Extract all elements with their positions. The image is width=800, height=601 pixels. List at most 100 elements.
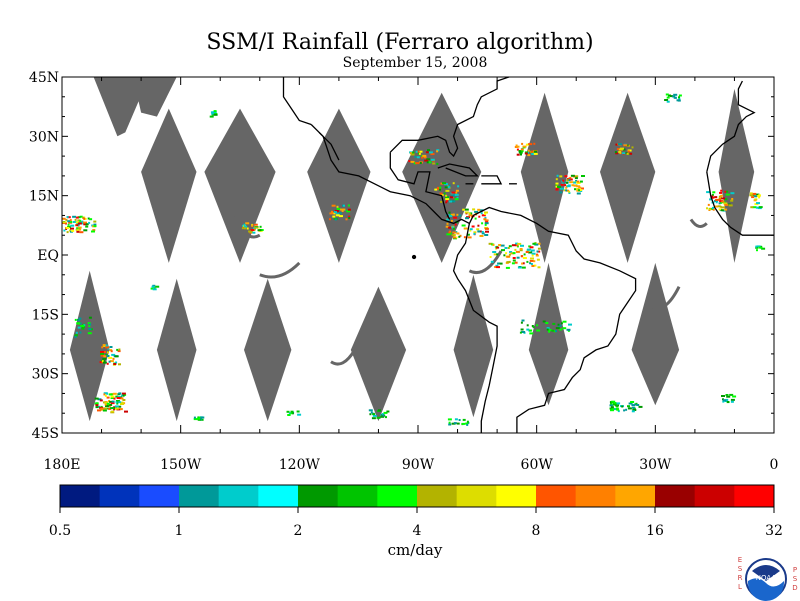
colorbar-swatch xyxy=(218,485,259,507)
rain-pixel xyxy=(728,204,733,207)
rain-pixel xyxy=(522,257,527,259)
rain-pixel xyxy=(537,242,541,245)
rain-pixel xyxy=(385,416,387,419)
rain-pixel xyxy=(112,392,117,395)
rain-pixel xyxy=(581,175,585,177)
rain-pixel xyxy=(445,189,450,192)
colorbar-swatch xyxy=(575,485,616,507)
rain-pixel xyxy=(106,402,110,405)
rain-pixel xyxy=(454,223,457,226)
rain-pixel xyxy=(118,405,122,408)
rain-pixel xyxy=(253,223,258,226)
coastline xyxy=(437,163,479,177)
rain-pixel xyxy=(421,155,423,158)
rain-pixel xyxy=(725,193,730,196)
rain-pixel xyxy=(87,217,90,220)
rain-pixel xyxy=(113,408,116,411)
rain-pixel xyxy=(721,200,725,203)
rain-pixel xyxy=(110,397,114,399)
rain-pixel xyxy=(575,180,580,183)
rain-pixel xyxy=(77,326,81,329)
rain-pixel xyxy=(70,227,74,230)
lat-tick-label: 15N xyxy=(29,189,59,205)
rain-pixel xyxy=(116,397,121,399)
rain-pixel xyxy=(152,288,157,291)
rain-pixel xyxy=(383,411,388,414)
rain-pixel xyxy=(109,403,113,406)
rain-pixel xyxy=(439,186,442,189)
lon-tick-label: 30W xyxy=(639,457,672,473)
rain-pixel xyxy=(546,328,549,331)
rain-pixel xyxy=(490,260,494,263)
rain-pixel xyxy=(121,401,124,404)
rain-pixel xyxy=(527,154,531,157)
rain-pixel xyxy=(423,156,427,159)
rain-pixel xyxy=(616,408,620,411)
rain-pixel xyxy=(529,329,533,332)
rain-pixel xyxy=(629,152,633,155)
rain-pixel xyxy=(665,93,669,96)
rain-pixel xyxy=(117,350,121,353)
rain-pixel xyxy=(110,395,115,398)
rain-pixel xyxy=(109,346,113,348)
rain-pixel xyxy=(516,256,520,259)
rain-pixel xyxy=(469,229,472,232)
rain-pixel xyxy=(445,201,448,204)
rain-pixel xyxy=(259,225,262,228)
rain-pixel xyxy=(615,143,620,146)
rain-pixel xyxy=(101,346,104,349)
rain-pixel xyxy=(443,192,446,195)
rain-pixel xyxy=(536,258,540,261)
rain-pixel xyxy=(69,219,72,222)
rain-pixel xyxy=(197,416,200,419)
rain-pixel xyxy=(97,409,101,412)
rain-pixel xyxy=(519,331,522,334)
rain-pixel xyxy=(609,404,613,407)
rain-pixel xyxy=(381,413,384,416)
rain-pixel xyxy=(77,222,82,225)
rain-pixel xyxy=(673,93,678,96)
rain-pixel xyxy=(623,144,628,147)
rain-pixel xyxy=(576,188,580,191)
rain-pixel xyxy=(559,328,562,331)
rain-pixel xyxy=(77,319,81,322)
swath-south xyxy=(244,278,292,422)
rain-pixel xyxy=(664,99,669,101)
rain-pixel xyxy=(252,231,256,234)
rain-pixel xyxy=(419,162,422,164)
rain-pixel xyxy=(464,208,469,211)
rain-pixel xyxy=(521,262,524,265)
rain-pixel xyxy=(459,234,462,237)
rain-pixel xyxy=(114,355,119,358)
rain-pixel xyxy=(565,189,568,192)
rain-pixel xyxy=(124,410,128,413)
rain-pixel xyxy=(447,214,450,217)
swath-south xyxy=(69,270,110,422)
rain-pixel xyxy=(469,228,473,231)
rain-pixel xyxy=(578,186,582,189)
coastline xyxy=(318,131,340,161)
rain-pixel xyxy=(566,189,570,192)
rain-pixel xyxy=(579,180,583,183)
rain-pixel xyxy=(715,201,718,204)
rain-pixel xyxy=(557,323,560,326)
rain-pixel xyxy=(528,251,533,254)
rain-pixel xyxy=(199,418,202,421)
rain-pixel xyxy=(752,206,757,209)
rain-pixel xyxy=(116,402,119,405)
rain-pixel xyxy=(331,210,333,213)
rain-pixel xyxy=(512,257,516,259)
rain-pixel xyxy=(638,405,643,408)
rain-pixel xyxy=(480,212,483,215)
rain-pixel xyxy=(547,328,552,331)
rain-pixel xyxy=(631,406,635,409)
rain-pixel xyxy=(622,152,626,155)
rain-pixel xyxy=(610,409,614,412)
rain-pixel xyxy=(672,95,676,98)
rain-pixel xyxy=(422,154,427,157)
colorbar-tick-label: 1 xyxy=(175,523,184,539)
rain-pixel xyxy=(623,409,626,412)
rain-pixel xyxy=(114,405,119,408)
lat-tick-label: EQ xyxy=(37,248,59,264)
